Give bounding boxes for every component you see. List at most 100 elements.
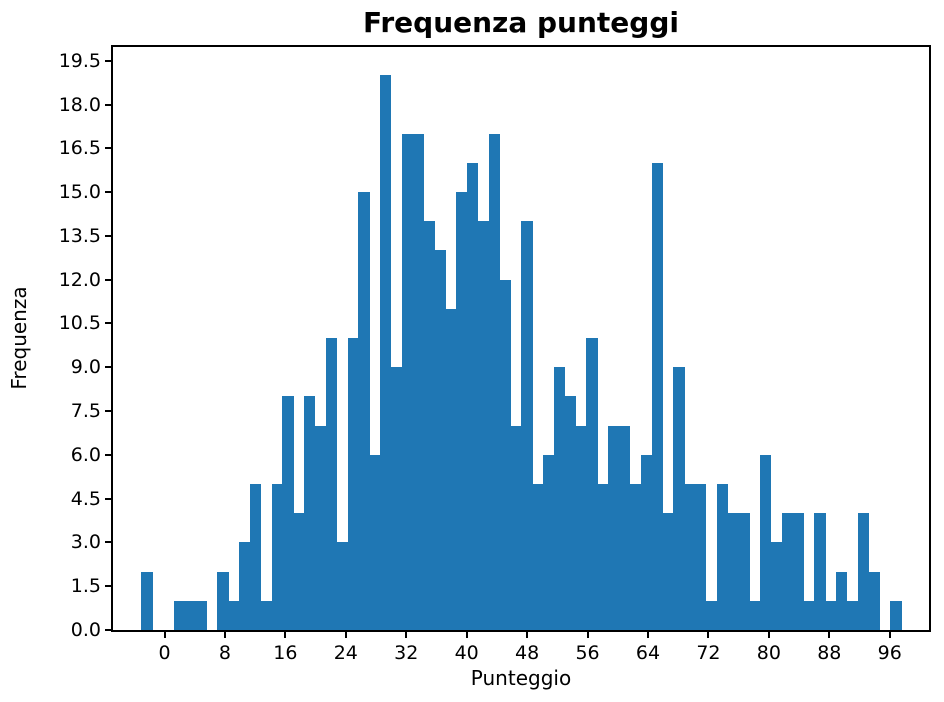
y-tick [105,497,111,500]
x-tick-label: 56 [575,642,600,664]
histogram-bar [836,571,848,630]
histogram-bar [640,454,652,630]
histogram-bar [412,133,424,630]
y-tick [105,147,111,150]
histogram-bar [369,454,381,630]
x-tick [767,632,770,638]
y-tick-label: 3.0 [70,531,101,554]
histogram-bar [499,279,511,630]
y-tick-label: 19.5 [58,49,101,72]
histogram-bar [803,600,815,630]
histogram-bar [141,571,153,630]
x-tick [586,632,589,638]
y-tick [105,453,111,456]
histogram-bar [684,484,696,630]
histogram-bar [293,513,305,630]
histogram-bar [260,600,272,630]
histogram-bar [890,600,902,630]
histogram-bar [738,513,750,630]
histogram-bar [336,542,348,630]
x-tick-label: 8 [218,642,231,664]
histogram-bar [543,454,555,630]
histogram-bar [760,454,772,630]
x-tick-label: 72 [696,642,721,664]
x-tick [405,632,408,638]
histogram-bar [249,484,262,630]
x-tick [284,632,287,638]
histogram-bar [477,221,490,630]
histogram-bar [467,162,479,630]
histogram-bar [325,338,338,630]
histogram-bar [315,425,327,630]
histogram-bar [553,367,566,630]
x-tick-label: 24 [333,642,358,664]
x-tick [888,632,891,638]
histogram-bar [586,338,598,630]
x-tick-label: 16 [273,642,298,664]
histogram-bar [304,396,316,630]
y-tick-label: 16.5 [58,137,101,160]
y-tick [105,366,111,369]
histogram-bar [358,192,370,630]
histogram-bar [847,600,859,630]
histogram-bar [456,192,468,630]
x-tick [465,632,468,638]
y-tick [105,234,111,237]
histogram-bar [401,133,414,630]
x-tick-label: 64 [635,642,661,664]
histogram-bar [434,250,446,630]
y-tick-label: 1.5 [70,575,101,598]
histogram-bar [792,513,804,630]
x-tick [707,632,710,638]
x-tick-label: 32 [394,642,419,664]
histogram-bar [510,425,522,630]
x-tick [163,632,166,638]
histogram-bar [629,484,642,630]
histogram-bar [564,396,576,630]
y-tick-label: 0.0 [70,619,101,641]
y-tick-label: 10.5 [58,312,101,335]
y-tick-label: 9.0 [70,356,101,379]
histogram-bar [488,133,500,630]
histogram-bar [228,600,240,630]
histogram-bar [673,367,685,630]
y-tick [105,585,111,588]
y-axis-label: Frequenza [7,286,31,390]
x-tick [646,632,649,638]
histogram-bar [282,396,294,630]
x-tick-label: 48 [515,642,540,664]
y-tick-label: 15.0 [58,181,101,204]
histogram-bar [619,425,631,630]
y-tick-label: 4.5 [70,487,101,510]
histogram-bar [347,338,359,630]
histogram-bar [423,221,435,630]
x-tick-label: 40 [454,642,479,664]
y-tick [105,278,111,281]
histogram-bar [781,513,794,630]
histogram-bar [716,484,728,630]
y-tick [105,191,111,194]
histogram-bar [695,484,707,630]
y-tick [105,629,111,631]
histogram-bar [575,425,587,630]
chart-title: Frequenza punteggi [363,6,679,39]
y-tick [105,410,111,413]
histogram-bar [608,425,620,630]
histogram-bar [814,513,826,630]
histogram-bar [705,600,718,630]
x-tick-label: 80 [756,642,781,664]
y-tick-label: 6.0 [70,443,101,466]
x-tick [344,632,347,638]
y-tick-label: 13.5 [58,224,101,247]
x-tick-label: 0 [158,642,171,664]
histogram-bar [195,600,207,630]
histogram-bar [857,513,870,630]
y-tick-label: 7.5 [70,400,101,423]
histogram-bar [662,513,674,630]
histogram-bar [727,513,739,630]
x-tick [526,632,529,638]
x-axis-label: Punteggio [470,666,572,690]
histogram-bar [597,484,609,630]
histogram-bar [521,221,533,630]
